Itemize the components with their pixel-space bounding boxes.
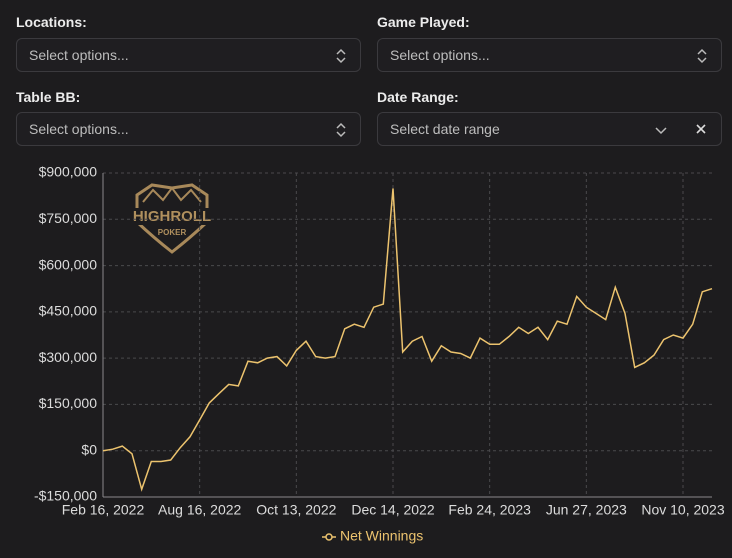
data-line <box>102 188 713 492</box>
placeholder: Select date range <box>390 121 500 137</box>
date-select[interactable]: Select date range <box>377 112 681 146</box>
close-icon <box>696 124 706 134</box>
legend-marker <box>325 533 333 541</box>
logo-subtitle: POKER <box>158 228 187 237</box>
select[interactable]: Select options... <box>377 38 722 72</box>
y-tick-label: $300,000 <box>39 349 98 365</box>
logo: HIGHROLL POKER <box>133 183 211 254</box>
chevron-icon <box>655 127 667 135</box>
clear-button[interactable] <box>680 112 722 146</box>
updown-icon <box>336 48 346 64</box>
select[interactable]: Select options... <box>16 38 361 72</box>
logo-title: HIGHROLL <box>133 208 211 225</box>
x-tick-label: Aug 16, 2022 <box>158 502 242 518</box>
y-tick-label: $600,000 <box>39 256 98 272</box>
placeholder: Select options... <box>29 121 129 137</box>
field-label: Date Range: <box>377 89 459 105</box>
field-label: Locations: <box>16 14 87 30</box>
updown-icon <box>336 122 346 138</box>
updown-icon <box>697 48 707 64</box>
placeholder: Select options... <box>29 47 129 63</box>
x-tick-label: Dec 14, 2022 <box>351 502 434 518</box>
y-tick-label: -$150,000 <box>34 488 97 504</box>
legend-label: Net Winnings <box>340 528 423 544</box>
y-tick-label: $450,000 <box>39 303 98 319</box>
field-label: Table BB: <box>16 89 81 105</box>
x-tick-label: Nov 10, 2023 <box>641 502 724 518</box>
field-label: Game Played: <box>377 14 470 30</box>
x-tick-label: Feb 24, 2023 <box>448 502 531 518</box>
y-tick-label: $750,000 <box>39 210 98 226</box>
y-tick-label: $900,000 <box>39 164 98 180</box>
x-tick-label: Jun 27, 2023 <box>546 502 627 518</box>
x-tick-label: Oct 13, 2022 <box>256 502 336 518</box>
select[interactable]: Select options... <box>16 112 361 146</box>
placeholder: Select options... <box>390 47 490 63</box>
y-tick-label: $0 <box>81 441 97 457</box>
y-tick-label: $150,000 <box>39 395 98 411</box>
x-tick-label: Feb 16, 2022 <box>62 502 145 518</box>
